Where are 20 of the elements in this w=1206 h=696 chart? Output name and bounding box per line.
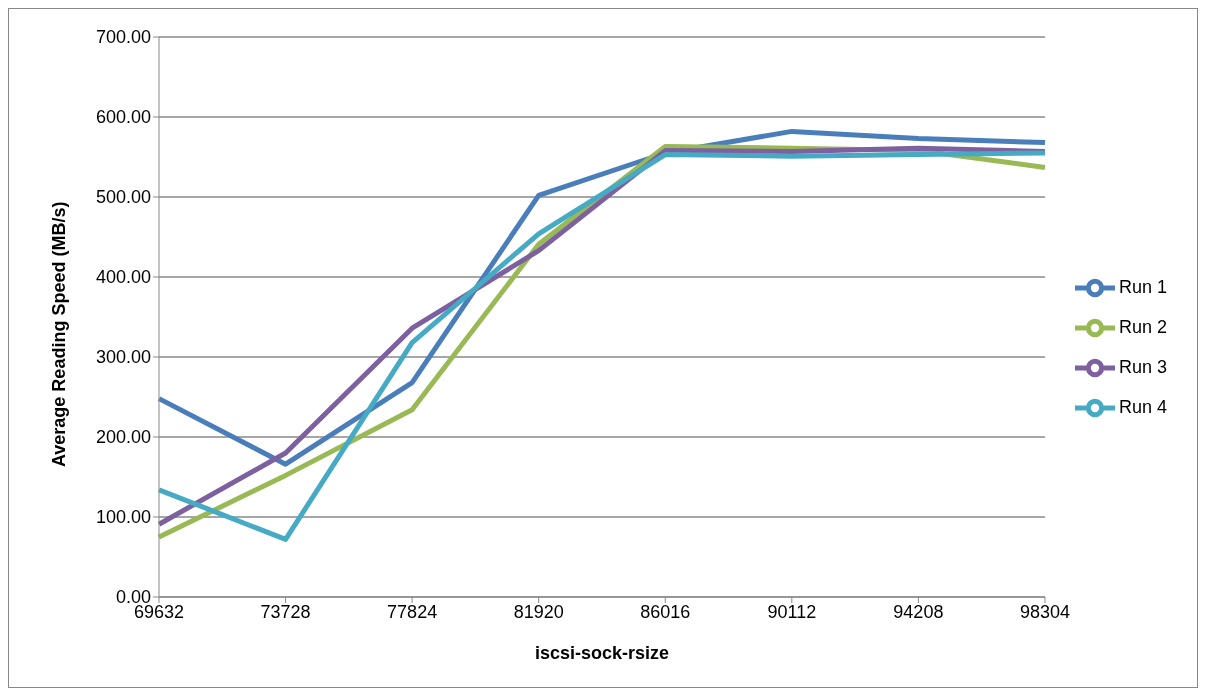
x-tick-label: 98304 (1019, 601, 1070, 622)
x-tick-label: 81920 (513, 601, 564, 622)
y-tick-label: 300.00 (95, 347, 151, 368)
y-axis-title: Average Reading Speed (MB/s) (49, 201, 70, 467)
y-tick-label: 700.00 (95, 27, 151, 48)
x-tick-label: 73728 (260, 601, 311, 622)
y-tick-label: 600.00 (95, 107, 151, 128)
y-tick-label: 400.00 (95, 267, 151, 288)
x-tick-label: 77824 (387, 601, 438, 622)
legend-label: Run 4 (1118, 396, 1167, 417)
legend-label: Run 2 (1118, 316, 1167, 337)
x-tick-label: 90112 (767, 601, 817, 622)
legend-label: Run 1 (1118, 276, 1167, 297)
x-tick-label: 86016 (640, 601, 691, 622)
y-tick-label: 100.00 (95, 507, 151, 528)
y-tick-label: 200.00 (95, 427, 151, 448)
x-tick-label: 94208 (893, 601, 944, 622)
legend-label: Run 3 (1118, 356, 1167, 377)
x-axis-title: iscsi-sock-rsize (534, 643, 670, 663)
y-tick-label: 500.00 (95, 187, 151, 208)
